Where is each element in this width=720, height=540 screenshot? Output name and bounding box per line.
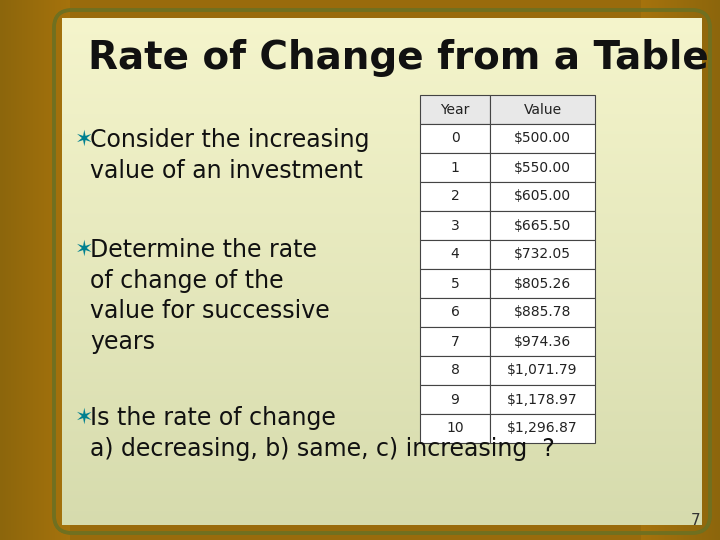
Text: 7: 7: [690, 513, 700, 528]
Bar: [490, 153, 595, 182]
Bar: [420, 385, 490, 414]
Bar: [490, 356, 595, 385]
Text: Is the rate of change
a) decreasing, b) same, c) increasing  ?: Is the rate of change a) decreasing, b) …: [90, 406, 554, 461]
Text: 5: 5: [451, 276, 459, 291]
Bar: [490, 124, 595, 153]
Text: $605.00: $605.00: [514, 190, 571, 204]
Bar: [420, 124, 490, 153]
Bar: [490, 95, 595, 124]
Bar: [420, 153, 490, 182]
Bar: [490, 298, 595, 327]
Text: 8: 8: [451, 363, 459, 377]
Bar: [420, 240, 490, 269]
Text: $550.00: $550.00: [514, 160, 571, 174]
Text: Consider the increasing
value of an investment: Consider the increasing value of an inve…: [90, 128, 369, 183]
Text: $500.00: $500.00: [514, 132, 571, 145]
Text: $1,296.87: $1,296.87: [507, 422, 578, 435]
Bar: [490, 240, 595, 269]
Text: Rate of Change from a Table: Rate of Change from a Table: [88, 39, 708, 77]
Bar: [420, 327, 490, 356]
Text: Value: Value: [523, 103, 562, 117]
Text: $665.50: $665.50: [514, 219, 571, 233]
Bar: [490, 182, 595, 211]
Text: 3: 3: [451, 219, 459, 233]
Text: $1,071.79: $1,071.79: [508, 363, 577, 377]
Text: 0: 0: [451, 132, 459, 145]
Bar: [490, 327, 595, 356]
Text: 1: 1: [451, 160, 459, 174]
Text: 2: 2: [451, 190, 459, 204]
Text: $885.78: $885.78: [514, 306, 571, 320]
Text: ✶: ✶: [75, 240, 94, 260]
Text: 10: 10: [446, 422, 464, 435]
Text: 7: 7: [451, 334, 459, 348]
Text: 4: 4: [451, 247, 459, 261]
Bar: [420, 298, 490, 327]
Text: ✶: ✶: [75, 130, 94, 150]
Bar: [420, 211, 490, 240]
Bar: [420, 269, 490, 298]
Bar: [490, 269, 595, 298]
Text: 6: 6: [451, 306, 459, 320]
Bar: [420, 356, 490, 385]
Bar: [490, 385, 595, 414]
Text: $732.05: $732.05: [514, 247, 571, 261]
Bar: [490, 211, 595, 240]
Text: $1,178.97: $1,178.97: [507, 393, 578, 407]
Text: Year: Year: [441, 103, 469, 117]
Text: $805.26: $805.26: [514, 276, 571, 291]
Text: 9: 9: [451, 393, 459, 407]
Bar: [490, 414, 595, 443]
Text: Determine the rate
of change of the
value for successive
years: Determine the rate of change of the valu…: [90, 238, 330, 354]
Bar: [420, 414, 490, 443]
Bar: [420, 95, 490, 124]
Text: $974.36: $974.36: [514, 334, 571, 348]
Text: ✶: ✶: [75, 408, 94, 428]
Bar: [420, 182, 490, 211]
